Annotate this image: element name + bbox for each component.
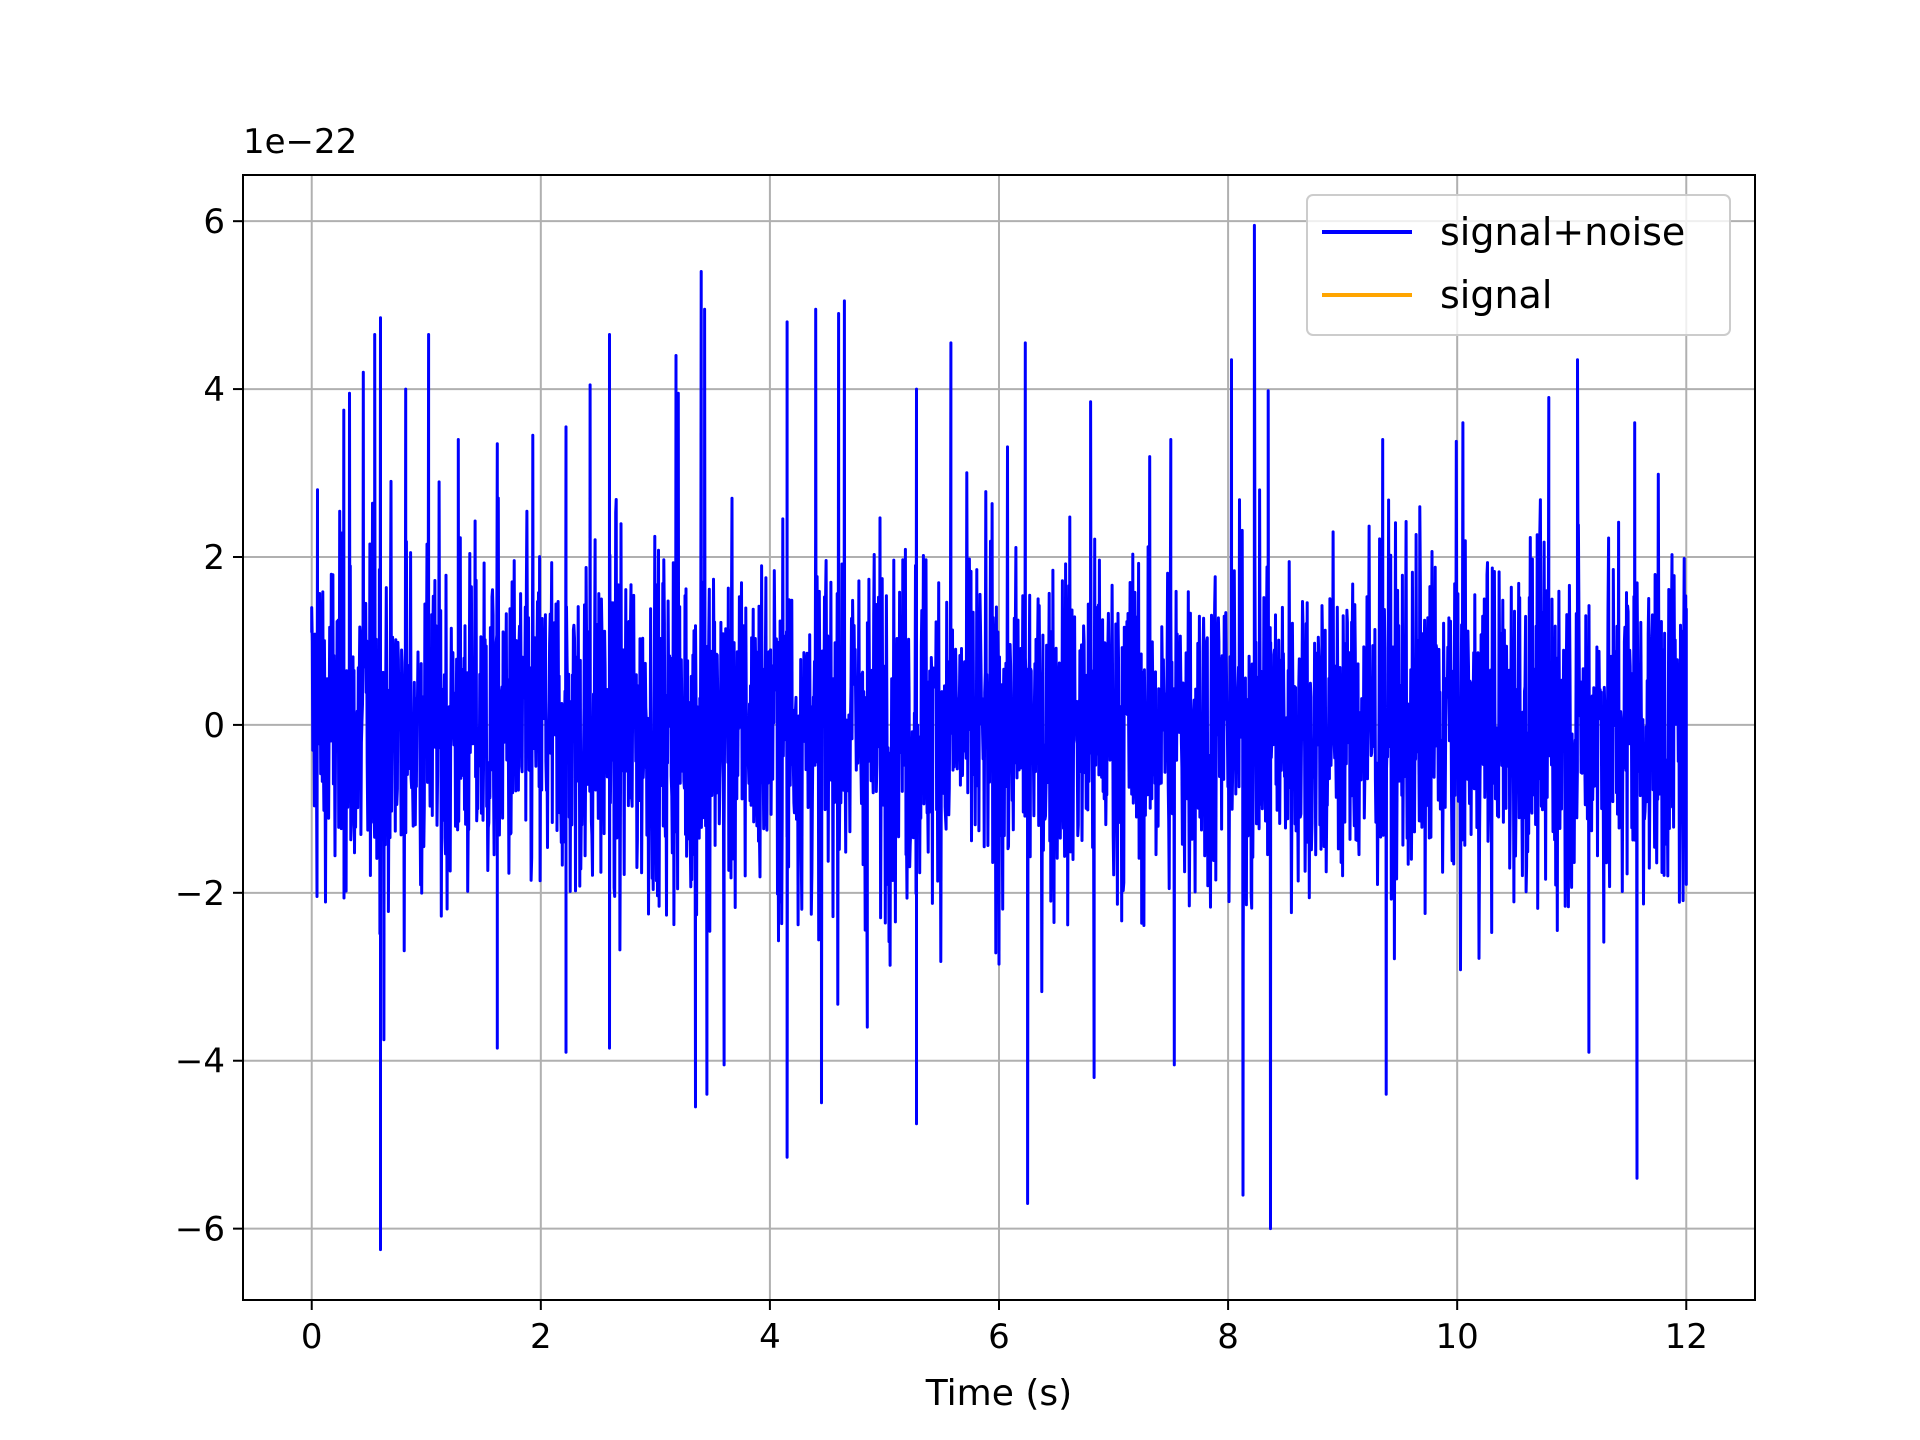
y-tick-label: 6 — [203, 202, 225, 242]
legend-label-signal: signal — [1440, 273, 1552, 317]
plot-frame — [242, 174, 1756, 1301]
series-layer — [310, 223, 1688, 1252]
series-line-signal-noise — [310, 223, 1688, 1252]
x-axis-title: Time (s) — [925, 1373, 1072, 1414]
legend-label-signal-noise: signal+noise — [1440, 210, 1685, 254]
x-tick-label: 0 — [301, 1317, 323, 1357]
y-axis-offset-label: 1e−22 — [243, 122, 357, 162]
y-tick-label: −2 — [175, 874, 225, 914]
legend: signal+noise signal — [1306, 194, 1731, 336]
x-tick-label: 2 — [530, 1317, 552, 1357]
x-tick-label: 10 — [1436, 1317, 1479, 1357]
x-tick-label: 8 — [1217, 1317, 1239, 1357]
y-tick-label: 2 — [203, 538, 225, 578]
x-tick-label: 4 — [759, 1317, 781, 1357]
y-tick-label: −4 — [175, 1042, 225, 1082]
y-tick-label: 4 — [203, 370, 225, 410]
y-tick-label: −6 — [175, 1210, 225, 1250]
y-tick-label: 0 — [203, 706, 225, 746]
y-axis-ticks: −6 −4 −2 0 2 4 6 — [175, 202, 243, 1250]
x-tick-label: 12 — [1665, 1317, 1708, 1357]
x-tick-label: 6 — [988, 1317, 1010, 1357]
x-axis-ticks: 0 2 4 6 8 10 12 — [301, 1300, 1708, 1357]
legend-box — [1306, 194, 1731, 336]
